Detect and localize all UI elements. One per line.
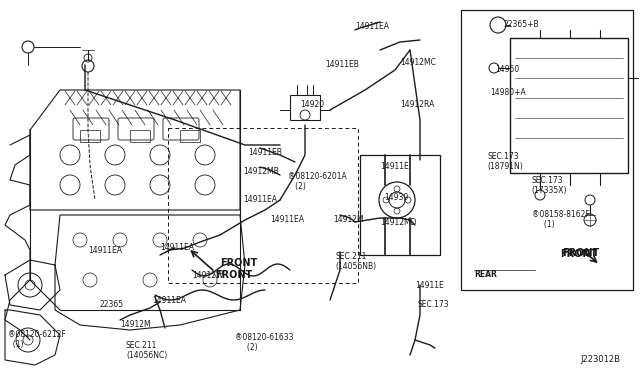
Text: ®08158-8162F
     (1): ®08158-8162F (1) <box>532 210 589 230</box>
Text: ®08120-6201A
   (2): ®08120-6201A (2) <box>288 172 347 192</box>
Text: 14980+A: 14980+A <box>490 88 525 97</box>
Text: 14911EA: 14911EA <box>88 246 122 255</box>
Text: 14911E: 14911E <box>415 281 444 290</box>
Text: FRONT: FRONT <box>220 258 257 268</box>
Text: 14911EA: 14911EA <box>270 215 304 224</box>
Text: 22365: 22365 <box>100 300 124 309</box>
Bar <box>461 10 633 290</box>
Text: SEC.173
(17335X): SEC.173 (17335X) <box>531 176 566 195</box>
Text: FRONT: FRONT <box>560 249 597 259</box>
Text: 22365+B: 22365+B <box>503 20 539 29</box>
Text: 14912RA: 14912RA <box>400 100 435 109</box>
Bar <box>130 130 150 142</box>
Text: SEC.173: SEC.173 <box>418 300 450 309</box>
Bar <box>180 130 200 142</box>
Text: 14920: 14920 <box>300 100 324 109</box>
Text: 14912MB: 14912MB <box>243 167 279 176</box>
Text: 14911EA: 14911EA <box>152 296 186 305</box>
Text: 14950: 14950 <box>495 65 519 74</box>
Bar <box>510 38 628 173</box>
Text: 14939: 14939 <box>384 193 408 202</box>
Bar <box>168 128 358 283</box>
Text: 14912MC: 14912MC <box>400 58 436 67</box>
Text: ®08120-6212F
  (1): ®08120-6212F (1) <box>8 330 66 349</box>
Text: SEC.173
(18791N): SEC.173 (18791N) <box>487 152 523 171</box>
Text: 14912M: 14912M <box>333 215 364 224</box>
Text: SEC.211
(14056NB): SEC.211 (14056NB) <box>335 252 376 272</box>
Bar <box>360 155 440 255</box>
Text: 14911EA: 14911EA <box>243 195 277 204</box>
Text: ®08120-61633
     (2): ®08120-61633 (2) <box>235 333 294 352</box>
Text: 14911EB: 14911EB <box>248 148 282 157</box>
Text: 14911EA: 14911EA <box>160 243 194 252</box>
Bar <box>290 95 320 120</box>
Text: 14911E: 14911E <box>380 162 409 171</box>
Text: SEC.211
(14056NC): SEC.211 (14056NC) <box>126 341 167 360</box>
Text: 14911EB: 14911EB <box>325 60 359 69</box>
Text: FRONT: FRONT <box>562 248 599 258</box>
Text: 14912MD: 14912MD <box>380 218 417 227</box>
Bar <box>80 130 100 142</box>
Text: REAR: REAR <box>474 270 497 279</box>
Text: 14911EA: 14911EA <box>355 22 389 31</box>
Text: J223012B: J223012B <box>580 355 620 364</box>
Text: FRONT: FRONT <box>215 270 252 280</box>
Text: 14912M: 14912M <box>120 320 150 329</box>
Text: 14912W: 14912W <box>192 271 223 280</box>
